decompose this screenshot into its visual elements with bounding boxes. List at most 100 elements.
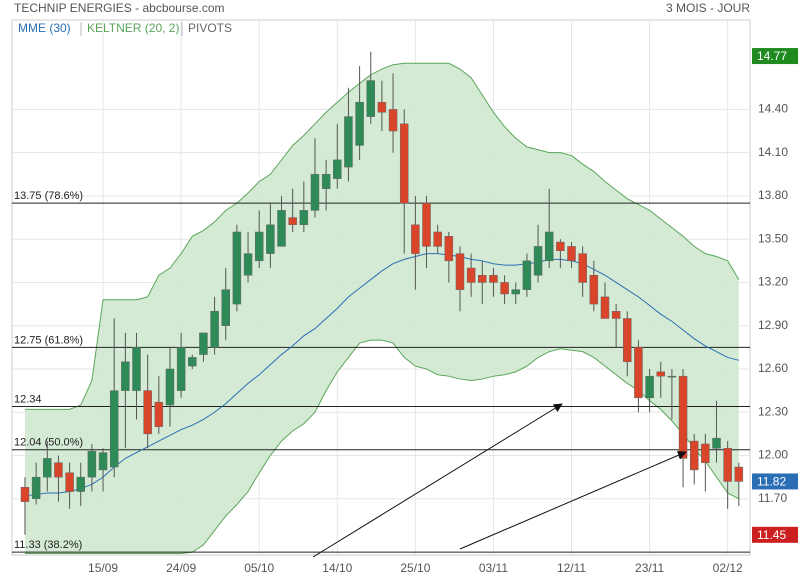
candle-body [611,311,621,319]
candle-body [277,210,286,247]
x-tick-label: 03/11 [479,561,508,575]
keltner-band-fill [24,63,739,554]
candle-body [578,253,587,283]
mme-line [24,253,739,497]
pivot-label: 12.04 (50.0%) [14,437,83,449]
candle-body [556,241,565,251]
candle-body [288,217,297,226]
price-badge [752,473,798,490]
candle-body [489,274,498,283]
y-tick-label: 13.80 [758,188,788,202]
annotation-arrow [459,451,687,550]
x-tick-label: 15/09 [88,561,118,575]
candle-body [176,347,186,391]
candle-body [232,231,242,305]
candle-body [511,289,520,295]
candle-body [243,253,253,276]
y-tick-label: 12.60 [758,361,788,375]
candle-body [500,282,509,295]
candle-body [600,296,610,319]
candle-body [388,109,398,132]
legend-entry: MME (30) [18,21,71,35]
annotation-arrow [312,403,563,558]
candle-body [210,311,219,348]
y-tick-label: 12.30 [758,404,788,418]
x-tick-label: 24/09 [166,561,196,575]
x-tick-label: 25/10 [400,561,430,575]
y-tick-label: 11.70 [758,491,787,505]
candle-body [132,347,141,391]
candle-body [165,368,175,406]
y-tick-label: 13.20 [758,275,788,289]
candle-body [444,236,454,262]
candle-body [333,159,342,179]
candle-body [645,375,654,399]
candle-body [87,450,97,478]
keltner-lower [24,339,740,555]
pivot-label: 11.33 (38.2%) [14,539,82,551]
candle-body [266,224,275,254]
y-tick-label: 14.40 [758,102,788,116]
candle-body [377,101,387,113]
candle-body [723,448,732,482]
price-badge-label: 11.45 [757,528,786,542]
candle-body [188,357,197,367]
candle-body [522,260,532,290]
candle-body [20,486,30,502]
chart-title: TECHNIP ENERGIES - abcbourse.com [14,1,225,15]
candle-body [411,224,420,254]
candle-body [143,390,152,435]
candle-body [656,371,665,377]
y-tick-label: 14.10 [758,145,788,159]
price-badge [752,526,798,543]
candle-body [455,253,465,290]
candle-body [422,202,431,247]
candle-body [299,210,309,226]
candle-body [344,116,353,168]
candle-body [433,231,442,247]
pivot-label: 13.75 (78.6%) [14,190,83,202]
x-tick-label: 02/12 [713,561,743,575]
candle-body [31,476,41,500]
candle-body [533,246,543,276]
candle-body [567,246,576,262]
candle-body [623,318,632,363]
candle-body [478,274,487,283]
x-tick-label: 12/11 [557,561,586,575]
legend-entry: KELTNER (20, 2) [87,21,179,35]
candle-body [199,332,208,355]
x-tick-label: 14/10 [322,561,352,575]
candle-body [98,452,108,471]
candle-body [109,390,119,468]
keltner-upper [24,62,740,410]
candle-body [399,123,409,204]
pivot-label: 12.75 (61.8%) [14,334,83,346]
legend-entry: PIVOTS [188,21,232,35]
candle-body [712,437,721,449]
x-tick-label: 05/10 [244,561,274,575]
candle-body [366,80,375,117]
candle-body [254,231,264,262]
y-tick-label: 13.50 [758,231,788,245]
candle-body [76,476,85,492]
candle-body [65,472,74,492]
x-tick-label: 23/11 [635,561,664,575]
candle-body [634,347,643,399]
candle-body [154,401,164,427]
candle-body [689,440,699,471]
candle-body [544,231,554,262]
candle-body [734,466,744,482]
y-tick-label: 12.00 [758,448,788,462]
candle-body [54,462,63,478]
candle-body [43,458,52,478]
candle-body [678,375,688,459]
candle-body [701,443,710,463]
candle-body [355,101,364,146]
candle-body [466,267,476,283]
candle-body [121,361,130,391]
y-tick-label: 12.90 [758,318,788,332]
candle-body [589,274,599,305]
price-badge-label: 11.82 [757,475,786,489]
price-badge [752,48,798,65]
